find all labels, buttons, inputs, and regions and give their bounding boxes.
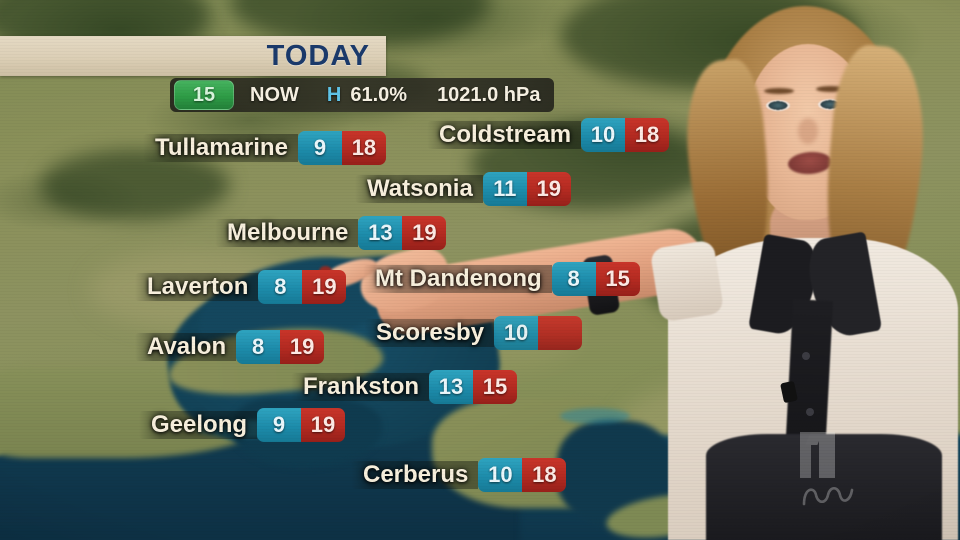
shoal	[560, 408, 630, 424]
now-temperature-badge: 15	[174, 80, 234, 110]
max-temperature-badge: 19	[301, 408, 346, 442]
min-temperature-badge: 8	[236, 330, 281, 364]
city-row: Cerberus 10 18	[351, 458, 567, 492]
humidity-value: 61.0%	[350, 83, 408, 106]
min-temperature-badge: 8	[258, 270, 303, 304]
min-temperature-badge: 13	[429, 370, 474, 404]
today-banner: TODAY	[0, 36, 386, 76]
city-row: Scoresby 10	[364, 316, 583, 350]
min-temperature-badge: 8	[551, 262, 596, 296]
city-name-label: Melbourne	[215, 218, 359, 248]
max-temperature-badge: 15	[595, 262, 640, 296]
pressure-value: 1021.0 hPa	[437, 83, 541, 106]
city-name-label: Scoresby	[364, 318, 495, 348]
max-temperature-badge: 15	[473, 370, 518, 404]
city-row: Melbourne 13 19	[215, 216, 447, 250]
city-name-label: Laverton	[135, 272, 259, 302]
city-name-label: Watsonia	[355, 174, 483, 204]
min-temperature-badge: 10	[494, 316, 539, 350]
presenter-skirt	[706, 434, 942, 540]
min-temperature-badge: 11	[482, 172, 527, 206]
presenter-button	[806, 408, 814, 416]
city-name-label: Mt Dandenong	[363, 264, 552, 294]
weather-presenter	[319, 0, 960, 540]
city-row: Tullamarine 9 18	[143, 131, 386, 165]
max-temperature-badge: 19	[526, 172, 571, 206]
city-row: Watsonia 11 19	[355, 172, 571, 206]
city-name-label: Tullamarine	[143, 133, 298, 163]
city-row: Coldstream 10 18	[427, 118, 670, 152]
now-label: NOW	[250, 83, 299, 106]
max-temperature-badge: 18	[625, 118, 670, 152]
presenter-eyebrow	[816, 86, 846, 92]
presenter-eye	[766, 100, 790, 111]
humidity-icon: H	[326, 83, 342, 106]
min-temperature-badge: 9	[297, 131, 342, 165]
min-temperature-badge: 9	[257, 408, 302, 442]
min-temperature-badge: 10	[478, 458, 523, 492]
city-row: Avalon 8 19	[135, 330, 325, 364]
presenter-nose	[798, 118, 818, 144]
max-temperature-badge: 19	[402, 216, 447, 250]
presenter-button	[802, 352, 810, 360]
min-temperature-badge: 10	[581, 118, 626, 152]
city-name-label: Frankston	[291, 372, 430, 402]
presenter-eyebrow	[764, 88, 794, 94]
max-temperature-badge: 19	[302, 270, 347, 304]
city-name-label: Geelong	[139, 410, 258, 440]
banner-title: TODAY	[266, 39, 370, 72]
terrain-patch	[40, 150, 230, 220]
city-name-label: Avalon	[135, 332, 237, 362]
city-row: Laverton 8 19	[135, 270, 347, 304]
city-row: Geelong 9 19	[139, 408, 346, 442]
presenter-eye	[818, 99, 842, 110]
max-temperature-badge: 19	[280, 330, 325, 364]
current-conditions-bar: 15 NOW H 61.0% 1021.0 hPa	[170, 78, 555, 112]
city-row: Mt Dandenong 8 15	[363, 262, 640, 296]
max-temperature-badge: 18	[522, 458, 567, 492]
min-temperature-badge: 13	[358, 216, 403, 250]
max-temperature-badge	[538, 316, 583, 350]
presenter-sleeve-cuff	[649, 239, 725, 323]
max-temperature-badge: 18	[341, 131, 386, 165]
city-name-label: Coldstream	[427, 120, 582, 150]
city-name-label: Cerberus	[351, 460, 479, 490]
city-row: Frankston 13 15	[291, 370, 518, 404]
